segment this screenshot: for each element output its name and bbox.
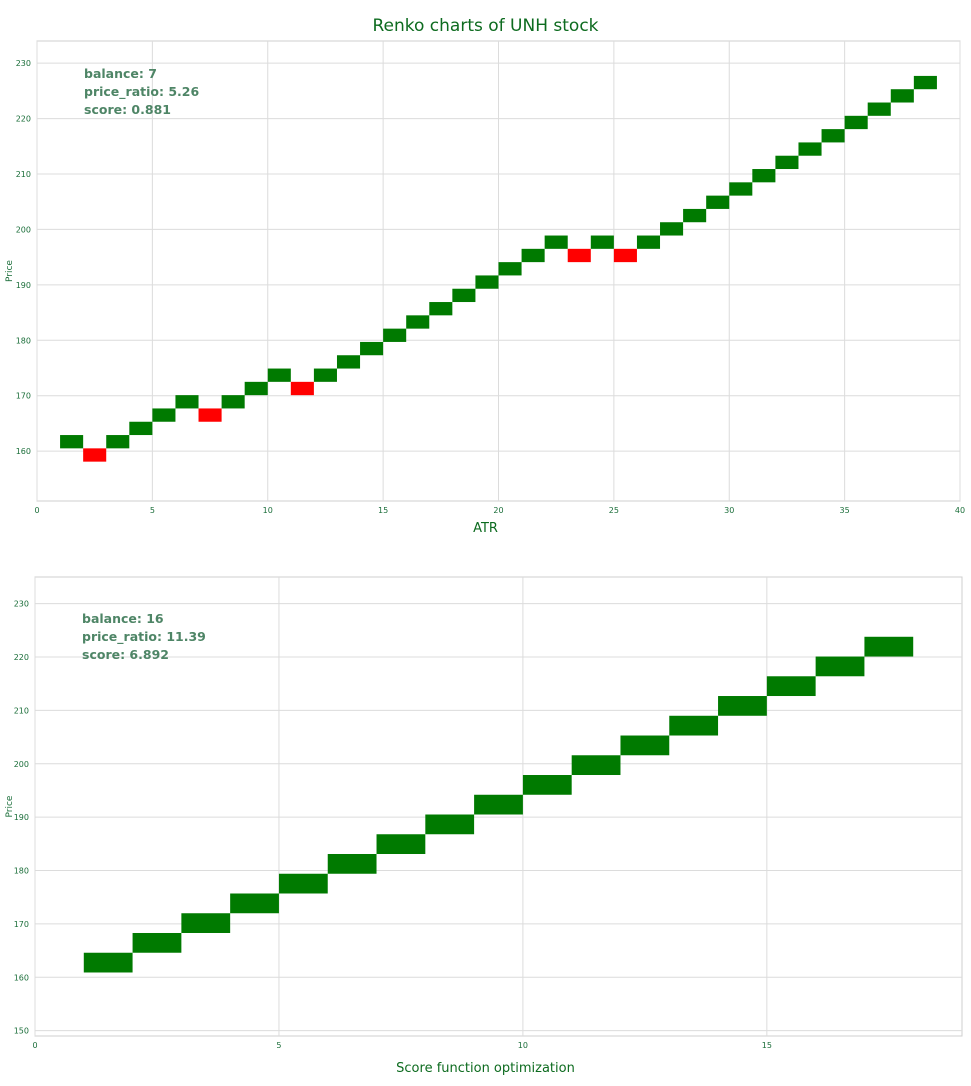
- renko-brick-up: [406, 315, 430, 329]
- renko-brick-up: [821, 129, 845, 143]
- chart1-x-tick-label: 15: [762, 1041, 772, 1050]
- renko-brick-down: [567, 248, 591, 263]
- chart0-x-tick-label: 40: [955, 506, 965, 515]
- renko-brick-up: [815, 656, 865, 677]
- renko-brick-up: [181, 913, 231, 933]
- renko-brick-down: [290, 381, 314, 396]
- renko-brick-up: [327, 854, 377, 874]
- chart1-x-tick-label: 0: [32, 1041, 37, 1050]
- chart1-annotation: score: 6.892: [82, 647, 169, 662]
- chart0-y-tick-label: 170: [16, 392, 31, 401]
- chart1-y-tick-label: 170: [14, 920, 29, 929]
- renko-brick-up: [522, 775, 572, 795]
- renko-brick-up: [429, 302, 453, 316]
- renko-brick-up: [152, 408, 176, 422]
- renko-brick-up: [498, 262, 522, 276]
- renko-brick-up: [106, 435, 130, 449]
- renko-brick-up: [425, 814, 475, 835]
- renko-brick-up: [636, 235, 661, 249]
- renko-brick-up: [913, 75, 937, 90]
- renko-brick-up: [706, 195, 730, 209]
- chart0-y-tick-label: 160: [16, 447, 31, 456]
- renko-brick-up: [683, 208, 707, 223]
- renko-brick-up: [244, 381, 268, 396]
- chart0-y-tick-label: 190: [16, 281, 31, 290]
- renko-brick-down: [198, 408, 222, 422]
- renko-brick-up: [313, 368, 337, 382]
- renko-brick-up: [383, 328, 407, 342]
- chart0-y-tick-label: 230: [16, 59, 31, 68]
- renko-brick-up: [544, 235, 568, 249]
- renko-brick-up: [129, 421, 153, 436]
- renko-brick-up: [620, 735, 670, 756]
- renko-brick-up: [752, 169, 776, 183]
- renko-brick-up: [669, 715, 719, 736]
- renko-brick-up: [336, 355, 361, 369]
- chart1-y-tick-label: 180: [14, 867, 29, 876]
- chart2-x-axis-label: Score function optimization: [396, 1061, 575, 1076]
- chart0-x-tick-label: 5: [150, 506, 155, 515]
- chart0-y-tick-label: 210: [16, 170, 31, 179]
- renko-brick-up: [521, 248, 545, 263]
- renko-brick-up: [729, 182, 753, 196]
- chart1-y-tick-label: 160: [14, 973, 29, 982]
- renko-brick-up: [230, 893, 279, 914]
- renko-brick-up: [60, 435, 84, 449]
- chart1-x-tick-label: 5: [276, 1041, 281, 1050]
- chart0-x-tick-label: 35: [840, 506, 850, 515]
- chart1-y-tick-label: 230: [14, 600, 29, 609]
- renko-brick-up: [132, 932, 182, 953]
- renko-brick-down: [83, 448, 107, 462]
- chart0-x-tick-label: 30: [724, 506, 734, 515]
- renko-brick-up: [175, 395, 199, 409]
- chart0-y-tick-label: 220: [16, 115, 31, 124]
- renko-brick-up: [452, 288, 476, 303]
- renko-brick-up: [775, 155, 799, 170]
- renko-brick-up: [360, 341, 384, 356]
- renko-brick-up: [267, 368, 291, 382]
- chart1-y-tick-label: 200: [14, 760, 29, 769]
- chart1-y-axis-label: Price: [5, 795, 15, 817]
- chart1-x-tick-label: 10: [518, 1041, 528, 1050]
- renko-brick-up: [864, 636, 914, 657]
- chart1-y-tick-label: 220: [14, 653, 29, 662]
- chart0-x-tick-label: 0: [34, 506, 39, 515]
- chart1-annotation: price_ratio: 11.39: [82, 629, 206, 645]
- renko-brick-up: [221, 395, 245, 409]
- renko-brick-up: [890, 89, 914, 103]
- chart1-annotation: balance: 16: [82, 611, 164, 626]
- chart1-y-tick-label: 210: [14, 706, 29, 715]
- renko-brick-up: [474, 794, 523, 815]
- chart0-x-tick-label: 15: [378, 506, 388, 515]
- chart1-x-axis-label: ATR: [473, 521, 498, 536]
- renko-brick-up: [798, 142, 822, 156]
- chart1-y-tick-label: 150: [14, 1027, 29, 1036]
- renko-brick-up: [844, 115, 868, 130]
- renko-brick-up: [718, 696, 767, 716]
- chart0-y-axis-label: Price: [5, 260, 15, 282]
- renko-brick-up: [766, 676, 816, 697]
- chart0-annotation: balance: 7: [84, 66, 157, 81]
- renko-chart-atr: 0 5 10 15 20 25 30 35 40 160 170 180 190 200 210 220 230…: [5, 40, 965, 515]
- chart1-title: Renko charts of UNH stock: [372, 16, 599, 36]
- renko-brick-up: [590, 235, 614, 249]
- chart0-x-tick-label: 10: [263, 506, 273, 515]
- chart0-y-tick-label: 180: [16, 336, 31, 345]
- chart0-annotation: score: 0.881: [84, 102, 171, 117]
- renko-brick-up: [278, 873, 328, 894]
- chart0-x-tick-label: 20: [493, 506, 503, 515]
- renko-brick-up: [571, 755, 621, 776]
- renko-brick-up: [376, 834, 426, 855]
- renko-brick-down: [613, 248, 637, 263]
- chart1-y-tick-label: 190: [14, 813, 29, 822]
- renko-brick-up: [83, 952, 133, 973]
- chart0-x-tick-label: 25: [609, 506, 619, 515]
- renko-brick-up: [475, 275, 499, 289]
- renko-brick-up: [660, 222, 684, 236]
- chart0-y-tick-label: 200: [16, 225, 31, 234]
- chart0-annotation: price_ratio: 5.26: [84, 84, 199, 100]
- renko-brick-up: [867, 102, 891, 116]
